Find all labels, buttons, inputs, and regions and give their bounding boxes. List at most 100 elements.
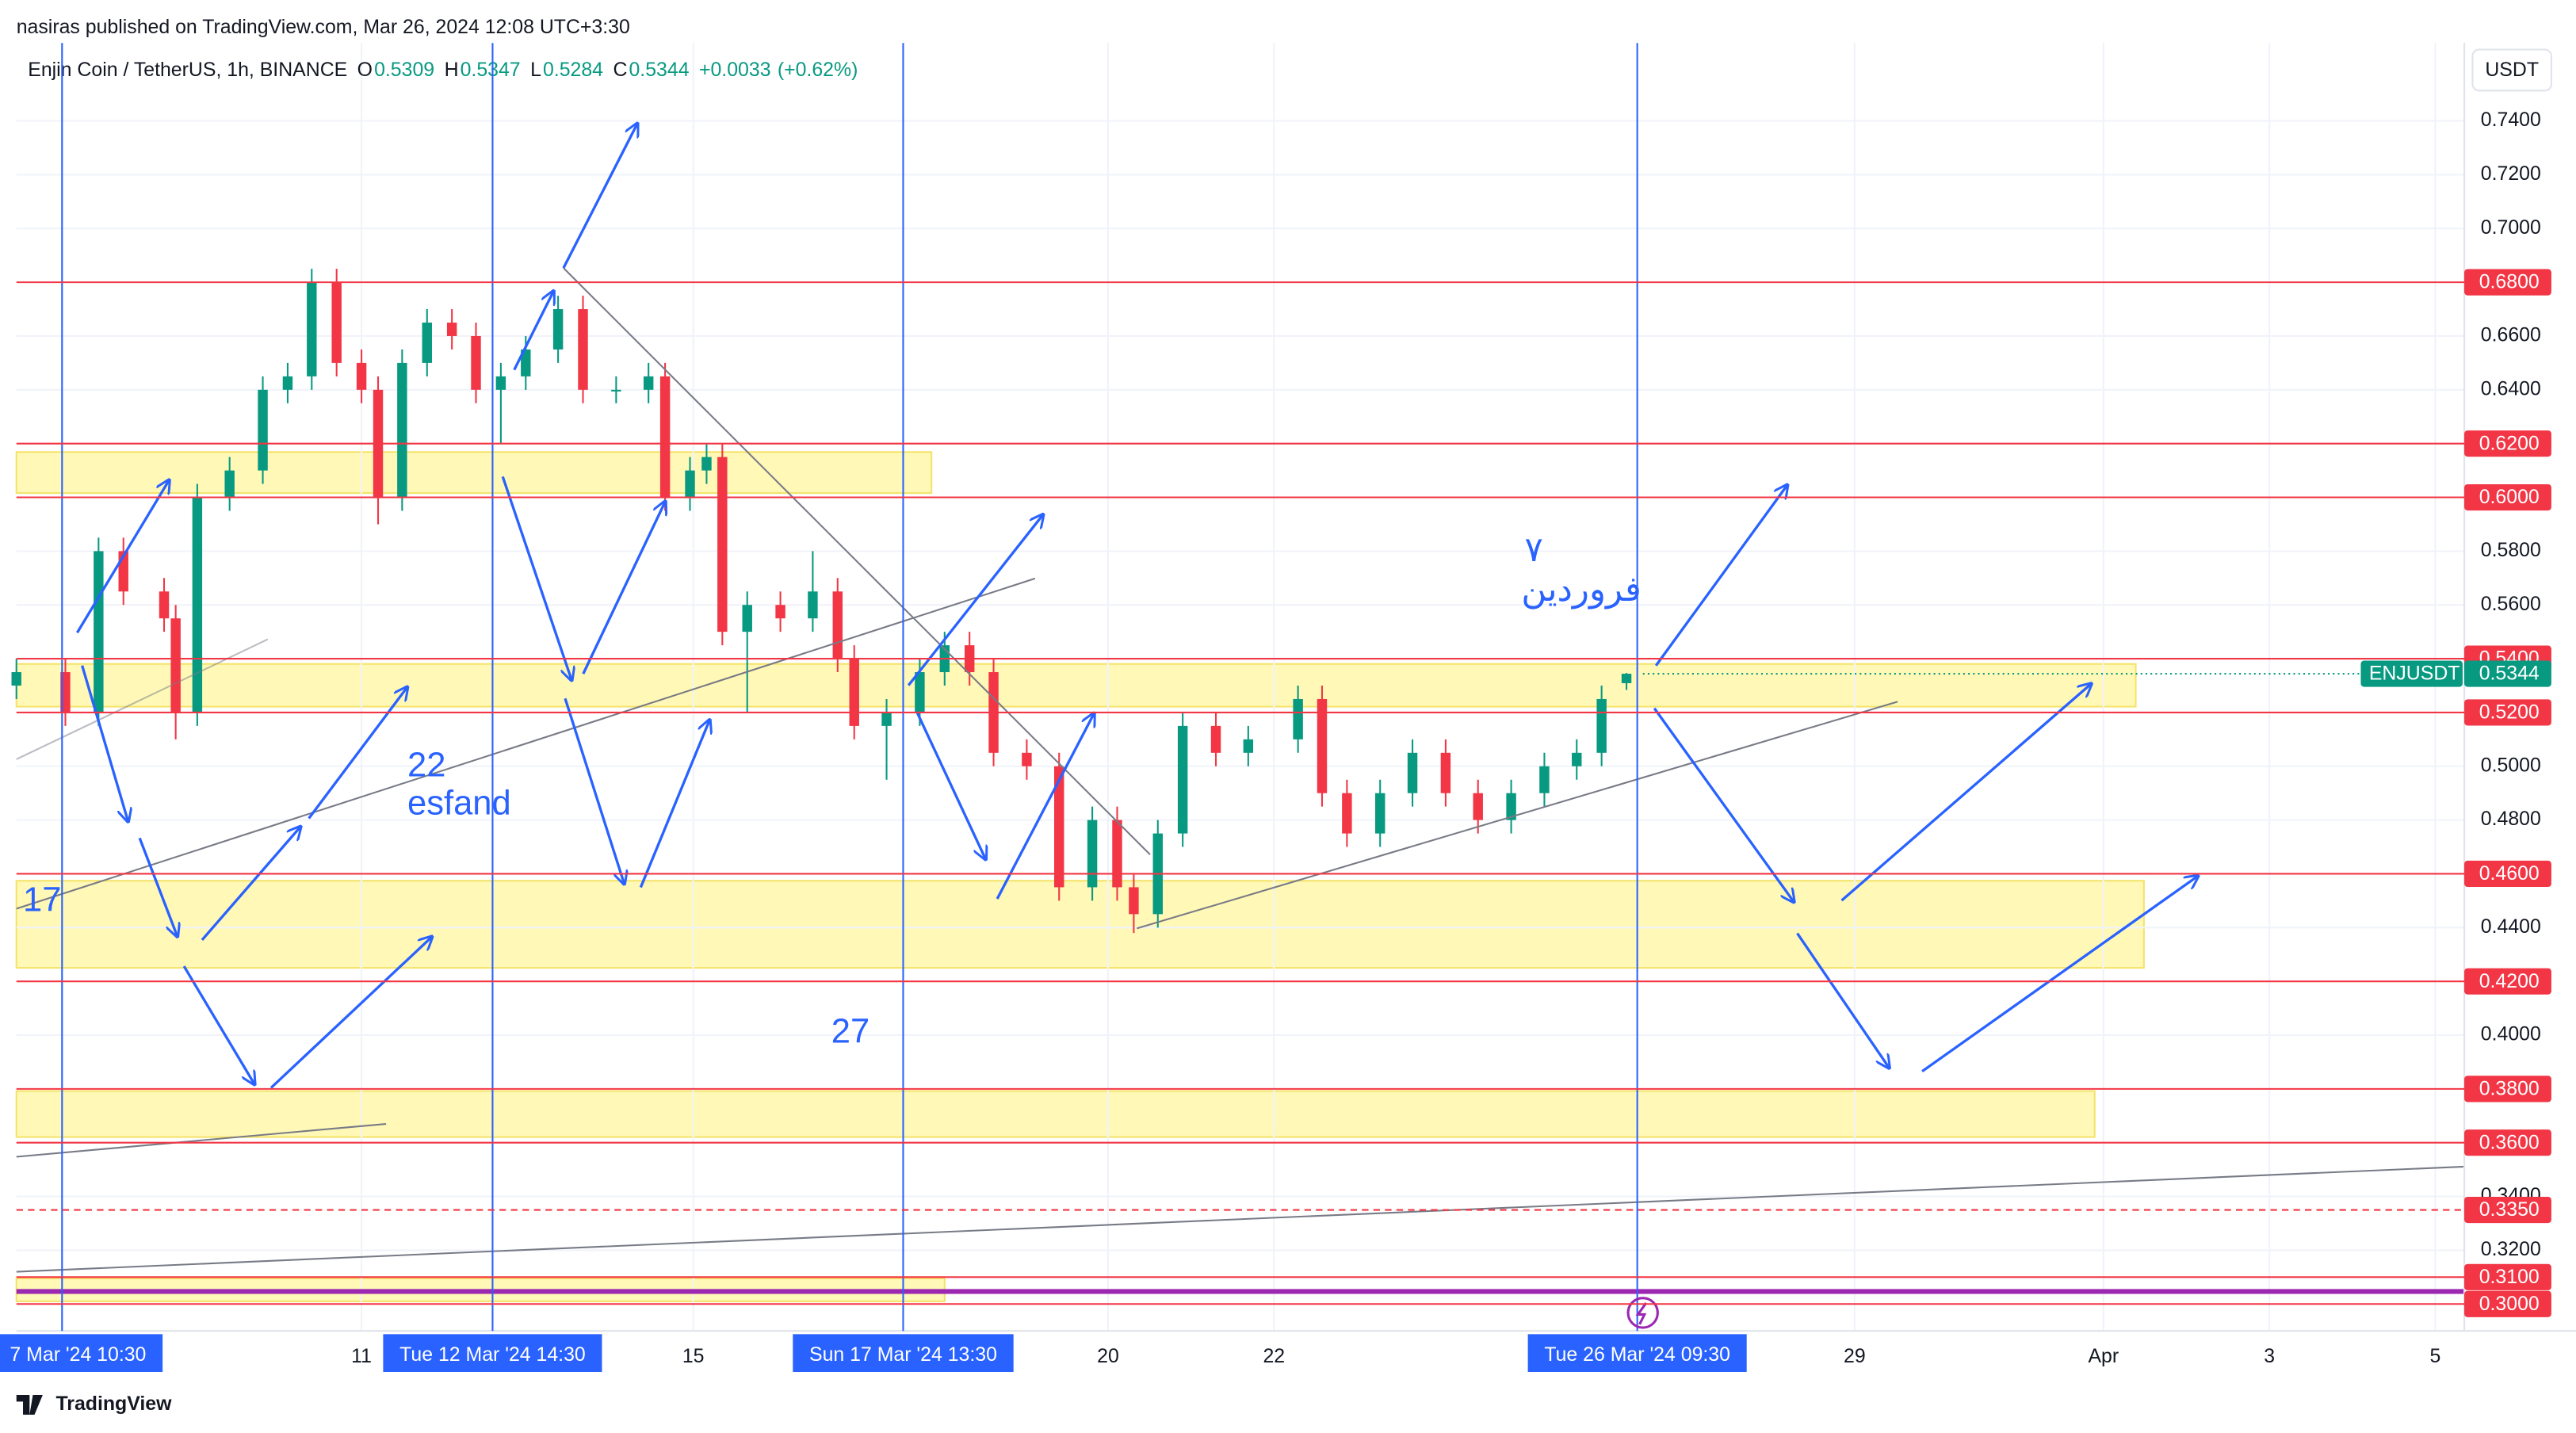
candle-body <box>915 672 925 713</box>
annotation: 17 <box>23 881 61 919</box>
x-tick-label: 22 <box>1263 1345 1285 1367</box>
y-tick-label: 0.7000 <box>2481 216 2541 239</box>
candle-body <box>170 618 181 713</box>
candle-body <box>331 282 342 363</box>
price-label-box <box>2464 1076 2551 1102</box>
y-tick-label: 0.5000 <box>2481 754 2541 776</box>
candle-body <box>94 551 104 713</box>
arrow <box>564 697 625 884</box>
event-icon <box>1635 1302 1648 1325</box>
trend-line <box>16 1122 387 1158</box>
trend-line <box>16 577 1036 910</box>
trend-line <box>16 1165 2465 1273</box>
price-label-box <box>2464 430 2551 457</box>
price-label-box <box>2464 1129 2551 1156</box>
change: +0.0033 <box>699 59 771 81</box>
price-label: 0.6000 <box>2479 486 2540 508</box>
annotation: ٧ <box>1524 531 1542 569</box>
brand-logo <box>16 1395 43 1415</box>
x-tick-label: 3 <box>2264 1345 2275 1367</box>
legend-label: L <box>530 59 541 81</box>
candle-body <box>1572 752 1582 766</box>
price-label: 0.6800 <box>2479 271 2540 293</box>
y-tick-label: 0.7200 <box>2481 162 2541 185</box>
price-label-box <box>2464 1263 2551 1290</box>
candle-body <box>60 672 71 713</box>
candle-body <box>808 591 818 619</box>
price-label-box <box>2464 1290 2551 1317</box>
candle-body <box>1596 698 1607 753</box>
candle-body <box>1293 698 1303 739</box>
annotation: فروردین <box>1521 571 1641 610</box>
annotation: esfand <box>407 784 511 822</box>
brand: TradingView <box>55 1393 172 1415</box>
arrow <box>513 291 554 371</box>
candle-body <box>659 376 671 498</box>
grid <box>16 43 2465 1332</box>
change-pct: (+0.62%) <box>778 59 858 81</box>
legend: O 0.5309 H 0.5347 L 0.5284 C 0.5344 +0.0033 (+0.6… <box>357 59 858 81</box>
candle-body <box>1342 793 1352 834</box>
arrow <box>81 665 128 822</box>
y-tick-label: 0.3200 <box>2481 1238 2541 1260</box>
time-marker-label: Tue 12 Mar '24 14:30 <box>399 1343 586 1366</box>
last-price-box <box>2464 660 2551 687</box>
candle-body <box>1087 820 1098 888</box>
candle-body <box>643 376 654 390</box>
zone <box>15 663 2137 708</box>
candle-body <box>1112 820 1122 888</box>
arrow <box>639 720 709 888</box>
candle-body <box>832 591 843 659</box>
x-tick-label: Apr <box>2088 1345 2119 1367</box>
candle-body <box>282 376 293 390</box>
symbol: Enjin Coin / TetherUS, 1h, BINANCE <box>28 59 347 81</box>
candle-body <box>159 591 170 619</box>
candle-body <box>701 457 712 471</box>
price-label-box <box>2464 699 2551 726</box>
event-icon[interactable] <box>1626 1297 1659 1329</box>
candle-body <box>1317 698 1328 793</box>
time-marker-box <box>793 1334 1014 1373</box>
time-marker-box <box>383 1334 602 1373</box>
candle-body <box>717 457 728 632</box>
legend-label: H <box>445 59 459 81</box>
candle-body <box>1440 752 1451 793</box>
arrow <box>201 827 300 941</box>
price-label: 0.4200 <box>2479 970 2540 992</box>
price-label: 0.6200 <box>2479 432 2540 454</box>
arrow <box>75 480 169 634</box>
candle-body <box>775 605 785 619</box>
trend-line <box>1137 701 1898 930</box>
ticker: ENJUSDT <box>2369 663 2460 685</box>
arrow <box>1796 932 1890 1068</box>
x-tick-label: 5 <box>2430 1345 2441 1367</box>
markers: 7 Mar '24 10:30 Tue 12 Mar '24 14:30 Sun 1… <box>0 43 1747 1373</box>
arrow <box>308 687 407 820</box>
arrow <box>582 501 666 674</box>
candle-body <box>446 323 457 336</box>
trend-line <box>563 267 1151 855</box>
arrow <box>1840 684 2092 902</box>
candle-body <box>1129 887 1139 915</box>
arrow <box>1921 876 2198 1073</box>
arrow <box>269 937 432 1089</box>
legend-label: C <box>613 59 627 81</box>
candle-body <box>258 389 268 471</box>
arrow <box>182 965 254 1084</box>
ticker-box <box>2360 660 2463 687</box>
arrow <box>907 514 1043 686</box>
price-label: 0.4600 <box>2479 862 2540 885</box>
y-tick-label: 0.4000 <box>2481 1023 2541 1045</box>
time-marker-box <box>0 1334 163 1373</box>
arrow <box>138 837 178 936</box>
candle-body <box>11 672 21 686</box>
price-label: 0.3800 <box>2479 1077 2540 1099</box>
y-tick-label: 0.4800 <box>2481 808 2541 830</box>
candle-body <box>224 470 235 498</box>
time-marker-box <box>1527 1334 1747 1373</box>
price-label-box <box>2464 860 2551 888</box>
candle-body <box>1210 725 1221 753</box>
candle-body <box>1407 752 1418 793</box>
arrow <box>1653 707 1794 903</box>
x-tick-label: 15 <box>682 1345 705 1367</box>
